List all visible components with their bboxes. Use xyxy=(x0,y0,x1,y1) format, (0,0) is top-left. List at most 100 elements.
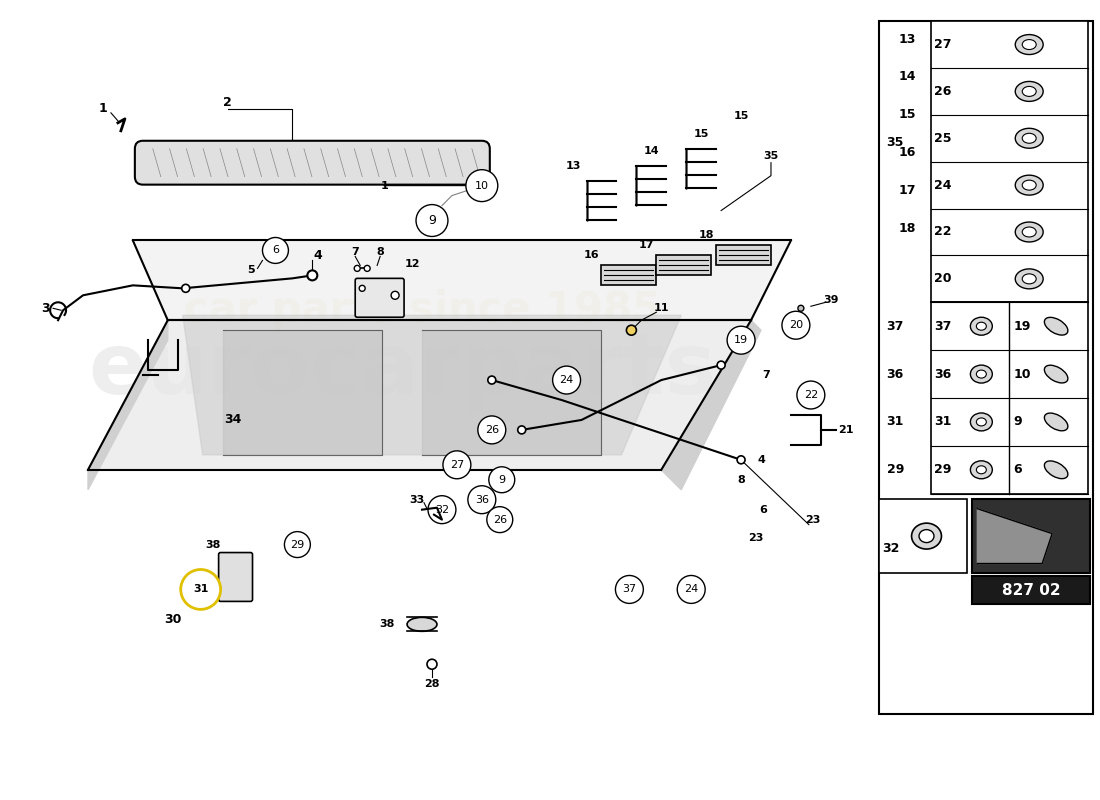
Polygon shape xyxy=(422,330,602,455)
Polygon shape xyxy=(183,315,681,455)
Circle shape xyxy=(468,486,496,514)
Text: 9: 9 xyxy=(498,474,505,485)
Text: 22: 22 xyxy=(804,390,818,400)
Ellipse shape xyxy=(1022,86,1036,96)
Polygon shape xyxy=(661,320,761,490)
Bar xyxy=(716,246,771,266)
Text: 8: 8 xyxy=(737,474,745,485)
Ellipse shape xyxy=(1044,318,1068,335)
Text: 37: 37 xyxy=(623,585,637,594)
Text: 10: 10 xyxy=(475,181,488,190)
Text: 32: 32 xyxy=(434,505,449,514)
Text: 35: 35 xyxy=(887,136,904,150)
Text: 36: 36 xyxy=(935,367,952,381)
Text: 20: 20 xyxy=(935,272,952,286)
Ellipse shape xyxy=(1044,413,1068,430)
Text: 8: 8 xyxy=(376,247,384,258)
Ellipse shape xyxy=(407,618,437,631)
FancyBboxPatch shape xyxy=(219,553,253,602)
Text: 18: 18 xyxy=(899,222,916,235)
Text: 38: 38 xyxy=(205,539,220,550)
Circle shape xyxy=(364,266,371,271)
Text: 29: 29 xyxy=(887,463,904,476)
Ellipse shape xyxy=(970,413,992,431)
Circle shape xyxy=(180,570,221,610)
Text: 24: 24 xyxy=(935,178,952,192)
Text: 15: 15 xyxy=(693,129,708,138)
Text: 26: 26 xyxy=(485,425,499,435)
Text: 21: 21 xyxy=(838,425,854,435)
Ellipse shape xyxy=(1015,175,1043,195)
Text: 11: 11 xyxy=(653,303,669,314)
Circle shape xyxy=(487,506,513,533)
Text: 36: 36 xyxy=(887,367,904,381)
Text: 3: 3 xyxy=(41,302,50,314)
Circle shape xyxy=(285,532,310,558)
Text: 7: 7 xyxy=(762,370,770,380)
Text: 23: 23 xyxy=(805,514,821,525)
Ellipse shape xyxy=(918,530,934,542)
Bar xyxy=(879,498,967,574)
Ellipse shape xyxy=(977,466,987,474)
FancyBboxPatch shape xyxy=(355,278,404,318)
Text: 4: 4 xyxy=(757,455,764,465)
Circle shape xyxy=(626,326,637,335)
Polygon shape xyxy=(88,320,168,490)
Circle shape xyxy=(737,456,745,464)
Polygon shape xyxy=(133,241,791,320)
Text: eurocarparts: eurocarparts xyxy=(88,329,716,411)
Text: 4: 4 xyxy=(312,249,321,262)
Circle shape xyxy=(782,311,810,339)
Text: 31: 31 xyxy=(192,585,208,594)
Text: 14: 14 xyxy=(899,70,916,83)
Text: 1: 1 xyxy=(381,181,388,190)
Text: 26: 26 xyxy=(935,85,952,98)
Text: 35: 35 xyxy=(763,150,779,161)
Ellipse shape xyxy=(1015,222,1043,242)
Bar xyxy=(972,498,1090,574)
Text: 19: 19 xyxy=(734,335,748,345)
Ellipse shape xyxy=(970,461,992,478)
Text: 38: 38 xyxy=(379,619,395,630)
Ellipse shape xyxy=(970,365,992,383)
Ellipse shape xyxy=(1022,227,1036,237)
Bar xyxy=(972,577,1090,604)
Circle shape xyxy=(263,238,288,263)
Text: 15: 15 xyxy=(899,108,916,122)
Text: 7: 7 xyxy=(351,247,359,258)
Text: 19: 19 xyxy=(1013,320,1031,333)
Text: 6: 6 xyxy=(1013,463,1022,476)
FancyBboxPatch shape xyxy=(135,141,490,185)
Ellipse shape xyxy=(977,370,987,378)
Bar xyxy=(931,302,1088,494)
Text: 30: 30 xyxy=(164,613,182,626)
Text: 22: 22 xyxy=(935,226,952,238)
Text: 1: 1 xyxy=(99,102,108,115)
Circle shape xyxy=(487,376,496,384)
Ellipse shape xyxy=(1022,39,1036,50)
Ellipse shape xyxy=(1022,180,1036,190)
Ellipse shape xyxy=(1044,366,1068,383)
Text: 12: 12 xyxy=(405,259,420,270)
Text: 27: 27 xyxy=(450,460,464,470)
Bar xyxy=(879,21,1093,714)
Text: 13: 13 xyxy=(899,33,916,46)
Text: 31: 31 xyxy=(887,415,904,429)
Text: 13: 13 xyxy=(565,161,581,170)
Polygon shape xyxy=(978,509,1052,563)
Bar xyxy=(602,266,657,286)
Text: 27: 27 xyxy=(935,38,952,51)
Circle shape xyxy=(428,496,455,524)
Text: 37: 37 xyxy=(887,320,904,333)
Text: 29: 29 xyxy=(935,463,952,476)
Text: 17: 17 xyxy=(899,184,916,197)
Circle shape xyxy=(416,205,448,237)
Text: 14: 14 xyxy=(644,146,659,156)
Text: 5: 5 xyxy=(246,266,254,275)
Text: 34: 34 xyxy=(224,414,241,426)
Ellipse shape xyxy=(1044,461,1068,478)
Ellipse shape xyxy=(1022,134,1036,143)
Text: car parts since 1985: car parts since 1985 xyxy=(184,290,660,331)
Circle shape xyxy=(717,361,725,369)
Circle shape xyxy=(796,381,825,409)
